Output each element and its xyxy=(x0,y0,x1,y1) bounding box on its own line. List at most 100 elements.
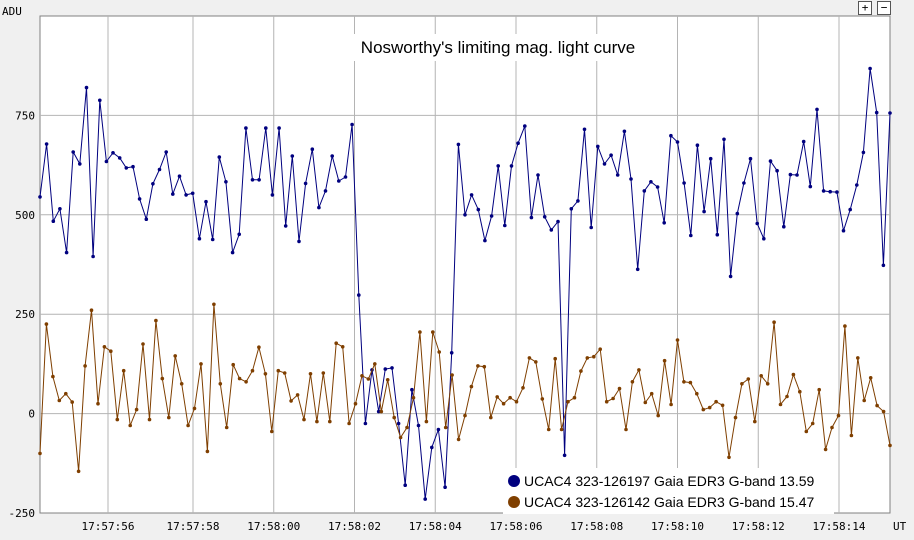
x-tick-label: 17:58:02 xyxy=(328,520,381,533)
zoom-in-button[interactable]: + xyxy=(858,1,872,15)
series-2-point xyxy=(675,338,680,342)
x-tick-label: 17:58:04 xyxy=(409,520,462,533)
series-1-point xyxy=(689,233,693,238)
y-tick-label: 500 xyxy=(15,209,35,222)
series-1-point xyxy=(283,224,288,228)
series-1-point xyxy=(609,153,613,157)
series-2-point xyxy=(476,364,480,368)
series-2-point xyxy=(418,330,422,334)
series-2-point xyxy=(57,398,62,403)
series-1-point xyxy=(542,215,547,219)
series-2-point xyxy=(64,391,68,396)
series-2-point xyxy=(385,378,390,382)
series-1-point xyxy=(91,254,95,259)
series-2-point xyxy=(482,364,487,369)
series-2-point xyxy=(804,429,809,434)
series-1-point xyxy=(151,182,155,186)
series-1-point xyxy=(317,205,321,210)
series-1-point xyxy=(463,213,467,217)
series-1-point xyxy=(64,250,69,255)
series-2-point xyxy=(141,342,145,346)
series-2-point xyxy=(688,380,693,385)
series-1-point xyxy=(297,239,301,244)
series-1-point xyxy=(184,193,188,197)
x-axis-label: UT xyxy=(893,520,907,533)
series-1-point xyxy=(722,137,726,142)
x-tick-label: 17:58:06 xyxy=(490,520,543,533)
series-2-point xyxy=(521,386,525,390)
series-2-point xyxy=(276,368,281,373)
series-1-point xyxy=(569,207,574,211)
series-1-point xyxy=(888,111,892,115)
series-1-point xyxy=(237,232,241,237)
series-1-point xyxy=(615,173,620,177)
series-2-point xyxy=(199,362,203,366)
series-1-point xyxy=(728,274,733,279)
series-1-point xyxy=(157,167,162,172)
series-2-point xyxy=(96,401,100,406)
x-tick-label: 17:58:14 xyxy=(813,520,866,533)
series-1-point xyxy=(589,225,593,230)
series-2-point xyxy=(366,377,371,381)
series-1-point xyxy=(582,127,587,132)
series-2-point xyxy=(759,374,763,378)
series-2-point xyxy=(733,415,738,420)
series-1-point xyxy=(230,250,235,255)
x-tick-label: 17:58:00 xyxy=(247,520,300,533)
series-2-point xyxy=(134,407,139,412)
series-2-point xyxy=(772,320,776,325)
series-1-point xyxy=(622,129,627,134)
series-1-point xyxy=(410,387,414,392)
series-1-point xyxy=(310,147,315,151)
series-1-point xyxy=(423,497,428,501)
series-1-point xyxy=(828,189,832,194)
series-2-point xyxy=(643,400,648,405)
series-1-point xyxy=(224,180,228,184)
series-2-point xyxy=(753,419,757,424)
series-2-point xyxy=(669,402,673,407)
series-2-point xyxy=(656,413,660,418)
series-1-point xyxy=(71,150,75,154)
series-2-point xyxy=(334,341,339,346)
series-1-point xyxy=(78,162,82,166)
series-1-point xyxy=(270,193,275,197)
legend-marker-series-1 xyxy=(508,475,520,487)
series-1-point xyxy=(469,193,474,197)
series-1-point xyxy=(669,133,673,138)
series-1-point xyxy=(164,150,168,154)
series-1-point xyxy=(848,207,852,212)
series-2-point xyxy=(321,371,326,375)
series-2-point xyxy=(121,368,126,373)
series-1-point xyxy=(768,159,773,163)
series-1-point xyxy=(808,184,813,189)
chart-title: Nosworthy's limiting mag. light curve xyxy=(361,38,635,57)
series-1-point xyxy=(662,221,666,225)
series-1-point xyxy=(708,156,713,161)
series-2-point xyxy=(579,369,583,373)
series-1-point xyxy=(456,142,461,147)
series-2-point xyxy=(450,373,454,377)
series-1-point xyxy=(529,215,534,220)
y-tick-label: -250 xyxy=(9,507,36,520)
series-2-point xyxy=(849,433,854,438)
series-2-point xyxy=(218,382,223,386)
series-2-point xyxy=(173,354,177,358)
series-2-point xyxy=(340,345,345,349)
series-2-point xyxy=(637,368,641,372)
series-1-point xyxy=(449,351,454,355)
series-2-point xyxy=(843,324,847,328)
series-1-point xyxy=(171,192,175,196)
series-1 xyxy=(38,66,892,501)
x-tick-label: 17:57:56 xyxy=(82,520,135,533)
series-2-point xyxy=(38,451,42,456)
series-1-point xyxy=(137,197,142,201)
series-2-point xyxy=(798,389,802,394)
zoom-out-button[interactable]: − xyxy=(877,1,891,15)
series-2-point xyxy=(405,425,409,430)
series-2-point xyxy=(302,417,306,422)
series-2-point xyxy=(205,449,210,454)
y-tick-label: 0 xyxy=(28,408,35,421)
series-1-point xyxy=(98,98,102,103)
series-1-point xyxy=(649,180,653,184)
series-2-point xyxy=(695,391,699,396)
